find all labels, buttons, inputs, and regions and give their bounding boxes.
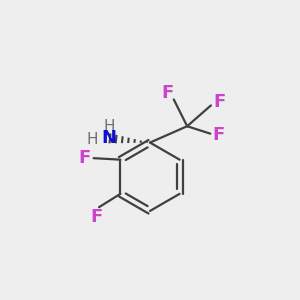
Text: F: F — [161, 84, 173, 102]
Text: F: F — [212, 126, 225, 144]
Text: H: H — [87, 132, 98, 147]
Text: F: F — [78, 148, 90, 166]
Text: F: F — [90, 208, 102, 226]
Text: N: N — [101, 129, 116, 147]
Text: F: F — [213, 93, 225, 111]
Text: H: H — [103, 119, 115, 134]
